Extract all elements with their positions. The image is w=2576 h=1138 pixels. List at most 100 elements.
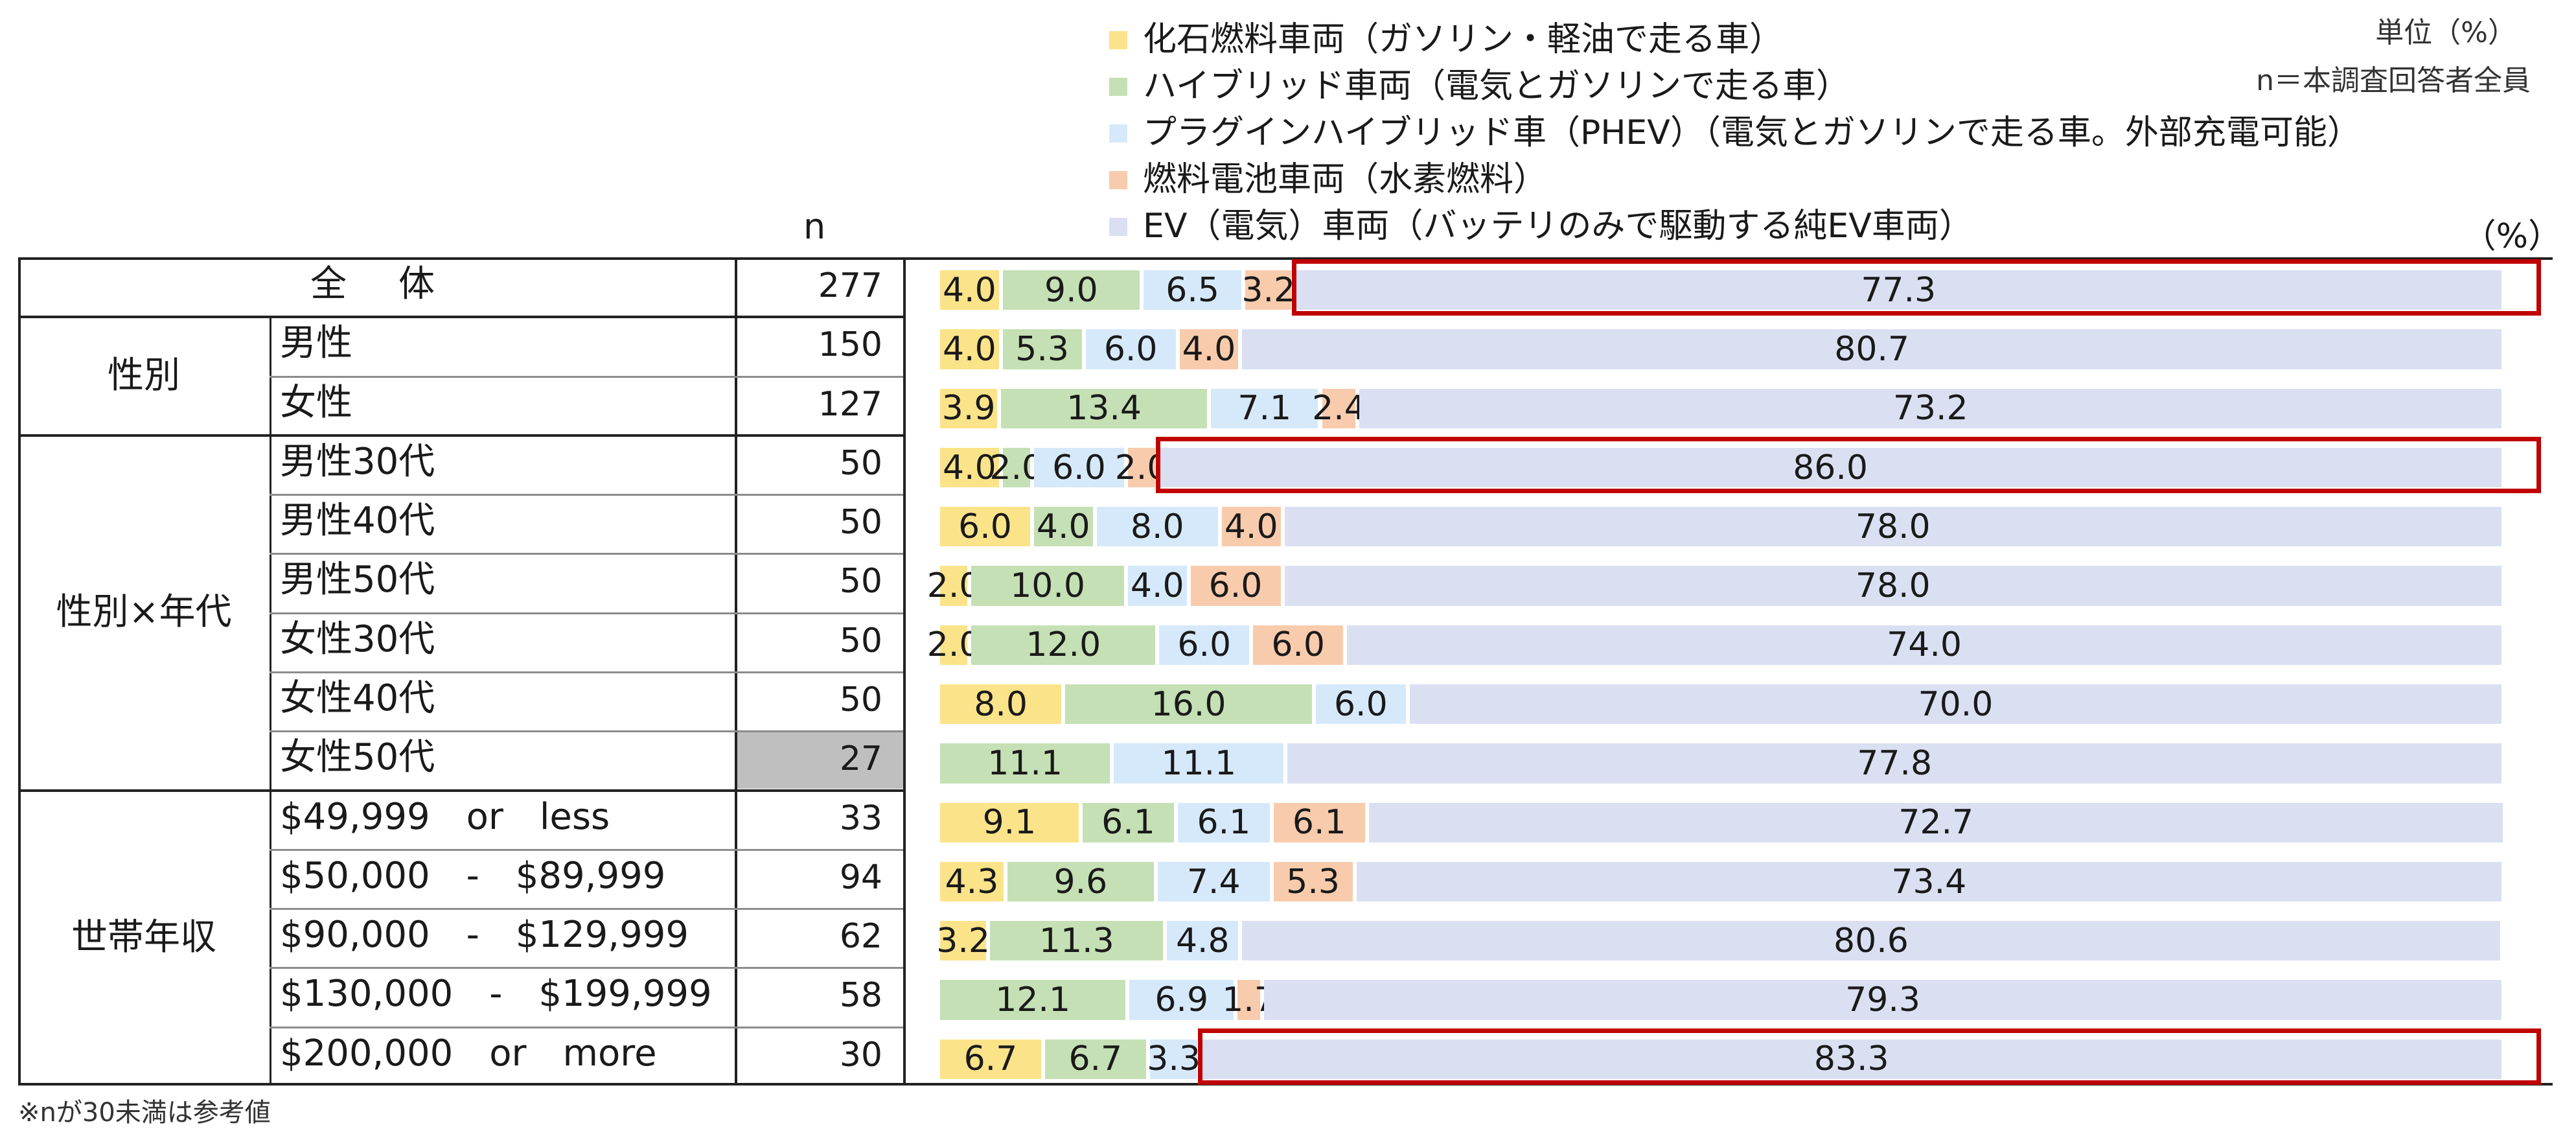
data-label: 6.0 bbox=[1052, 448, 1106, 487]
n-value: 50 bbox=[839, 443, 882, 483]
row-label: 女性 bbox=[280, 381, 352, 424]
data-label: 11.1 bbox=[1161, 743, 1237, 783]
data-label: 80.7 bbox=[1834, 329, 1910, 369]
data-label: 4.8 bbox=[1175, 921, 1230, 960]
data-label: 4.0 bbox=[1130, 566, 1184, 606]
bar-segment bbox=[1221, 507, 1281, 547]
row-label: 男性40代 bbox=[280, 500, 435, 542]
n-value: 58 bbox=[839, 976, 882, 1016]
bar-segment bbox=[940, 625, 968, 665]
row-divider bbox=[18, 434, 903, 437]
bar-segment bbox=[1127, 566, 1187, 606]
row-divider bbox=[270, 612, 903, 614]
group-label: 性別 bbox=[108, 354, 180, 397]
data-label: 80.6 bbox=[1834, 921, 1909, 960]
bar-segment bbox=[1144, 270, 1242, 310]
data-label: 11.3 bbox=[1039, 921, 1114, 960]
n-value: 50 bbox=[839, 562, 882, 601]
row-divider bbox=[18, 789, 903, 792]
data-label: 7.4 bbox=[1186, 862, 1241, 901]
data-label: 6.9 bbox=[1155, 981, 1209, 1020]
data-label: 7.1 bbox=[1237, 389, 1292, 428]
bar-segment bbox=[1085, 329, 1176, 369]
data-label: 4.0 bbox=[1036, 507, 1090, 546]
n-value: 50 bbox=[839, 680, 882, 719]
data-label: 6.1 bbox=[1197, 803, 1251, 842]
data-label: 3.9 bbox=[941, 389, 996, 428]
data-label: 3.2 bbox=[936, 921, 990, 960]
highlight-box bbox=[1292, 259, 2541, 316]
data-label: 12.0 bbox=[1026, 625, 1101, 665]
footnote: ※nが30未満は参考値 bbox=[18, 1098, 271, 1128]
bar-segment bbox=[1159, 447, 2501, 488]
bar-segment bbox=[1159, 625, 1250, 665]
data-label: 6.5 bbox=[1166, 270, 1219, 310]
bar-segment bbox=[940, 684, 1062, 725]
n-column-header: n bbox=[803, 206, 826, 247]
data-label: 8.0 bbox=[974, 684, 1028, 724]
data-label: 83.3 bbox=[1813, 1039, 1889, 1079]
row-label: 女性50代 bbox=[280, 736, 435, 779]
bar-segment bbox=[971, 625, 1156, 665]
data-label: 9.6 bbox=[1053, 862, 1108, 901]
legend-swatch bbox=[1109, 171, 1127, 189]
bar-segment bbox=[940, 566, 968, 606]
legend-swatch bbox=[1109, 31, 1127, 49]
n-value: 150 bbox=[818, 325, 882, 365]
bar-segment bbox=[1001, 388, 1207, 428]
data-label: 6.1 bbox=[1101, 803, 1155, 842]
data-label: 4.0 bbox=[942, 270, 996, 310]
n-value: 127 bbox=[818, 384, 882, 424]
legend-label: ハイブリッド車両（電気とガソリンで走る車） bbox=[1143, 67, 1850, 106]
data-label: 10.0 bbox=[1010, 566, 1085, 606]
row-label: 女性30代 bbox=[280, 618, 435, 660]
data-label: 4.0 bbox=[942, 329, 996, 369]
data-label: 86.0 bbox=[1793, 448, 1868, 487]
bar-segment bbox=[1287, 743, 2501, 784]
n-value: 62 bbox=[839, 917, 882, 957]
bar-segment bbox=[940, 270, 999, 310]
legend-swatch bbox=[1109, 218, 1127, 236]
legend-swatch bbox=[1109, 124, 1127, 143]
category-table: 性別 性別×年代 世帯年収 全 体 277 男性 150 女性 127 男性30代 50 男性40代 5… bbox=[18, 257, 2553, 1086]
data-label: 6.0 bbox=[1271, 625, 1326, 665]
data-label: 70.0 bbox=[1918, 684, 1994, 724]
data-label: 6.0 bbox=[1333, 684, 1388, 724]
bar-segment bbox=[1201, 1039, 2501, 1079]
bar-segment bbox=[1190, 566, 1281, 606]
bar-segment bbox=[1284, 566, 2501, 606]
bar-segment bbox=[1368, 802, 2503, 842]
small-sample-cell bbox=[737, 732, 903, 789]
n-value: 94 bbox=[839, 857, 882, 897]
legend-label: 化石燃料車両（ガソリン・軽油で走る車） bbox=[1143, 20, 1784, 59]
bar-segment bbox=[940, 447, 999, 488]
percent-label: （%） bbox=[2462, 217, 2562, 256]
legend-label: プラグインハイブリッド車（PHEV）（電気とガソリンで走る車。外部充電可能） bbox=[1143, 113, 2361, 152]
data-label: 73.2 bbox=[1892, 389, 1968, 428]
n-value: 33 bbox=[839, 798, 882, 838]
legend-label: 燃料電池車両（水素燃料） bbox=[1143, 160, 1548, 199]
row-label: $200,000 or more bbox=[280, 1032, 657, 1074]
bar-segment bbox=[1359, 388, 2501, 428]
base-label: n＝本調査回答者全員 bbox=[2256, 64, 2531, 97]
data-label: 11.1 bbox=[987, 743, 1063, 783]
data-label: 3.2 bbox=[1241, 270, 1296, 310]
bar-segment bbox=[1315, 684, 1406, 725]
n-value: 50 bbox=[839, 621, 882, 660]
data-label: 72.7 bbox=[1898, 803, 1974, 842]
bar-segment bbox=[1033, 507, 1093, 547]
bar-segment bbox=[1409, 684, 2501, 725]
row-divider bbox=[270, 494, 903, 496]
bar-segment bbox=[940, 980, 1126, 1020]
bar-segment bbox=[1082, 802, 1175, 842]
data-label: 6.0 bbox=[1177, 625, 1232, 665]
bar-segment bbox=[1264, 980, 2501, 1020]
bar-segment bbox=[940, 743, 1110, 784]
data-label: 8.0 bbox=[1130, 507, 1184, 546]
row-label: $130,000 - $199,999 bbox=[280, 973, 712, 1016]
row-divider bbox=[270, 849, 903, 851]
bar-segment bbox=[1033, 447, 1124, 488]
n-value: 27 bbox=[839, 739, 882, 779]
data-label: 79.3 bbox=[1845, 981, 1920, 1020]
data-label: 77.8 bbox=[1857, 743, 1933, 783]
